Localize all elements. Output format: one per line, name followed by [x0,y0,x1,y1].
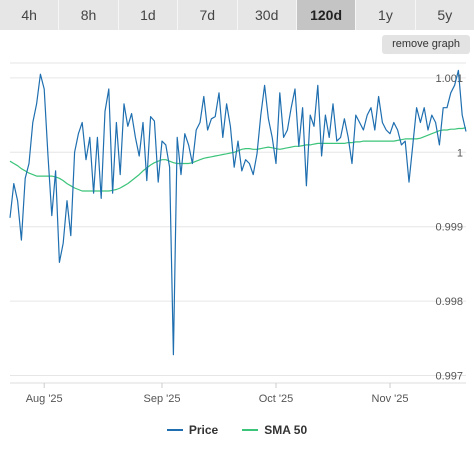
y-tick-label: 0.997 [435,371,463,383]
series-group [9,69,467,356]
tab-8h[interactable]: 8h [59,0,119,30]
tab-1d[interactable]: 1d [118,0,179,30]
x-tick-label: Aug '25 [26,393,63,405]
x-tick-label: Oct '25 [259,393,294,405]
legend-label-price: Price [188,423,219,437]
tab-4h[interactable]: 4h [0,0,60,30]
y-tick-label: 0.999 [435,222,463,234]
tab-5y[interactable]: 5y [415,0,474,30]
x-axis-ticks: Aug '25 Sep '25 Oct '25 Nov '25 [26,383,409,405]
price-swatch [166,429,183,431]
y-tick-label: 0.998 [435,296,463,308]
legend: Price SMA 50 [0,420,474,440]
remove-graph-button[interactable]: remove graph [382,35,470,54]
legend-label-sma: SMA 50 [264,423,308,437]
timeframe-tabs: 4h 8h 1d 7d 30d 120d 1y 5y [0,0,474,30]
grid-lines [10,62,466,384]
tab-120d[interactable]: 120d [296,0,357,30]
sma-50-line [9,127,467,192]
tab-30d[interactable]: 30d [237,0,297,30]
tab-1y[interactable]: 1y [356,0,416,30]
x-tick-label: Sep '25 [144,393,181,405]
price-line [9,69,467,356]
y-tick-label: 1.001 [435,73,463,85]
sma-swatch [242,429,259,431]
legend-item-sma[interactable]: SMA 50 [242,423,307,437]
y-axis-ticks: 0.997 0.998 0.999 1 1.001 [435,73,463,383]
x-tick-label: Nov '25 [372,393,409,405]
y-tick-label: 1 [457,147,463,159]
legend-item-price[interactable]: Price [166,423,219,437]
tab-7d[interactable]: 7d [178,0,238,30]
